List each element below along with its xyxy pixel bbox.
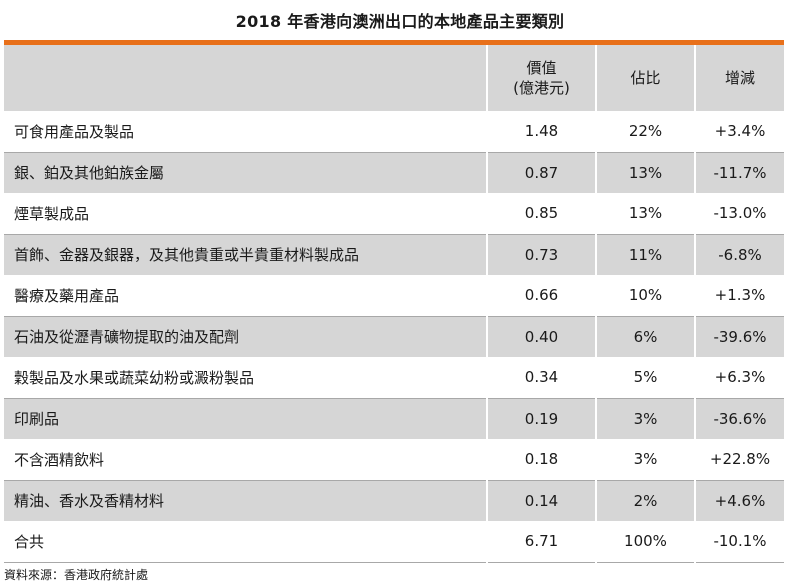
row-change: -11.7% (695, 152, 784, 193)
row-value: 0.66 (487, 275, 597, 317)
table-row: 可食用產品及製品 1.48 22% +3.4% (4, 111, 784, 153)
row-value: 0.18 (487, 439, 597, 481)
table-body: 可食用產品及製品 1.48 22% +3.4% 銀、鉑及其他鉑族金屬 0.87 13% -11… (4, 111, 784, 563)
row-change: +1.3% (695, 275, 784, 317)
header-value: 價值 (億港元) (487, 45, 597, 111)
row-category: 煙草製成品 (4, 193, 488, 235)
row-change: -36.6% (695, 398, 784, 439)
row-share: 100% (596, 521, 696, 563)
row-category: 精油、香水及香精材料 (4, 480, 488, 521)
exports-table: 價值 (億港元) 佔比 增減 可食用產品及製品 1.48 22% +3.4% 銀、鉑及其… (4, 45, 784, 563)
row-value: 0.40 (487, 316, 597, 357)
table-row: 穀製品及水果或蔬菜幼粉或澱粉製品 0.34 5% +6.3% (4, 357, 784, 399)
table-row: 銀、鉑及其他鉑族金屬 0.87 13% -11.7% (4, 152, 784, 193)
row-share: 6% (596, 316, 696, 357)
row-share: 11% (596, 234, 696, 275)
row-category: 穀製品及水果或蔬菜幼粉或澱粉製品 (4, 357, 488, 399)
row-category: 石油及從瀝青礦物提取的油及配劑 (4, 316, 488, 357)
row-share: 3% (596, 398, 696, 439)
header-change: 增減 (695, 45, 784, 111)
header-category (4, 45, 488, 111)
row-value: 6.71 (487, 521, 597, 563)
row-share: 2% (596, 480, 696, 521)
header-share: 佔比 (596, 45, 696, 111)
row-change: -39.6% (695, 316, 784, 357)
row-value: 0.87 (487, 152, 597, 193)
table-row: 石油及從瀝青礦物提取的油及配劑 0.40 6% -39.6% (4, 316, 784, 357)
row-value: 0.73 (487, 234, 597, 275)
row-category: 可食用產品及製品 (4, 111, 488, 153)
row-value: 0.19 (487, 398, 597, 439)
row-category: 首飾、金器及銀器，及其他貴重或半貴重材料製成品 (4, 234, 488, 275)
row-change: -10.1% (695, 521, 784, 563)
table-row: 煙草製成品 0.85 13% -13.0% (4, 193, 784, 235)
row-value: 0.85 (487, 193, 597, 235)
table-row: 不含酒精飲料 0.18 3% +22.8% (4, 439, 784, 481)
row-share: 10% (596, 275, 696, 317)
header-row: 價值 (億港元) 佔比 增減 (4, 45, 784, 111)
row-category: 不含酒精飲料 (4, 439, 488, 481)
row-category: 合共 (4, 521, 488, 563)
table-row: 合共 6.71 100% -10.1% (4, 521, 784, 563)
row-change: -6.8% (695, 234, 784, 275)
header-value-line1: 價值 (526, 59, 557, 77)
row-category: 印刷品 (4, 398, 488, 439)
row-change: -13.0% (695, 193, 784, 235)
table-row: 精油、香水及香精材料 0.14 2% +4.6% (4, 480, 784, 521)
row-value: 0.14 (487, 480, 597, 521)
row-change: +6.3% (695, 357, 784, 399)
row-share: 13% (596, 193, 696, 235)
row-value: 0.34 (487, 357, 597, 399)
row-category: 醫療及藥用產品 (4, 275, 488, 317)
table-row: 醫療及藥用產品 0.66 10% +1.3% (4, 275, 784, 317)
table-row: 印刷品 0.19 3% -36.6% (4, 398, 784, 439)
header-value-line2: (億港元) (513, 79, 570, 97)
accent-bar (4, 40, 784, 45)
table-title: 2018 年香港向澳洲出口的本地產品主要類別 (235, 12, 565, 31)
row-category: 銀、鉑及其他鉑族金屬 (4, 152, 488, 193)
row-value: 1.48 (487, 111, 597, 153)
source-note: 資料來源：香港政府統計處 (4, 568, 149, 582)
row-share: 3% (596, 439, 696, 481)
row-change: +3.4% (695, 111, 784, 153)
row-change: +22.8% (695, 439, 784, 481)
row-share: 13% (596, 152, 696, 193)
table-row: 首飾、金器及銀器，及其他貴重或半貴重材料製成品 0.73 11% -6.8% (4, 234, 784, 275)
row-share: 5% (596, 357, 696, 399)
row-change: +4.6% (695, 480, 784, 521)
row-share: 22% (596, 111, 696, 153)
